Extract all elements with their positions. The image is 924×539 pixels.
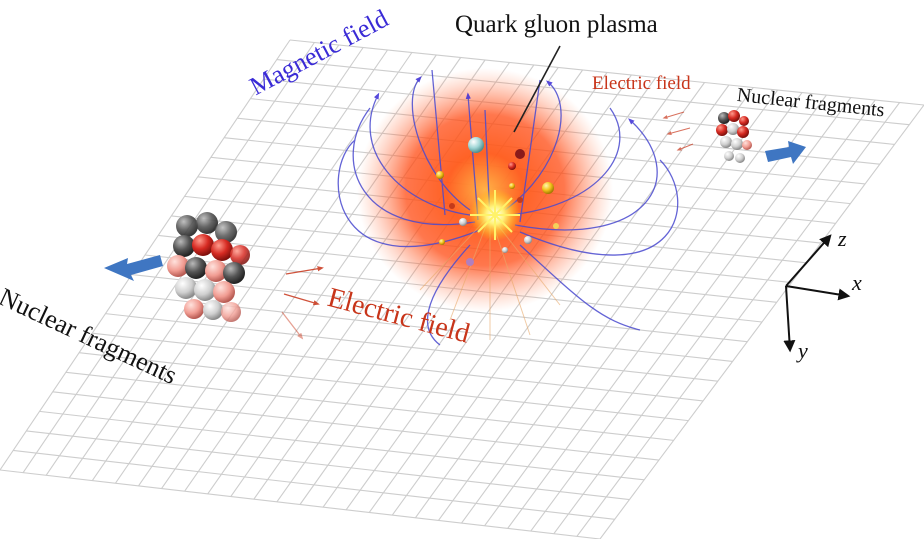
plasma-fireball	[357, 68, 613, 312]
coordinate-axes	[783, 234, 851, 353]
grid-line-column	[484, 92, 803, 527]
left-motion-arrow	[104, 255, 163, 281]
plasma-particles	[436, 137, 559, 266]
grid-line-column	[599, 104, 924, 539]
right-motion-arrow	[765, 141, 806, 164]
x-axis-label: x	[852, 270, 862, 295]
z-axis-label: z	[838, 226, 847, 251]
grid-line-column	[414, 84, 730, 519]
grid-line-column	[0, 39, 291, 471]
grid-line-column	[391, 82, 705, 516]
grid-line-column	[530, 97, 852, 532]
quark-gluon-plasma-label: Quark gluon plasma	[455, 11, 658, 38]
grid-line-column	[461, 89, 779, 524]
electric-field-arrows-right	[662, 111, 694, 151]
flash-star	[470, 190, 520, 240]
electric-field-arrows-left	[281, 266, 324, 340]
y-axis-arrow	[783, 285, 796, 353]
grid-line-column	[22, 42, 315, 473]
qgp-leader-line	[513, 45, 561, 133]
grid-line-column	[114, 52, 413, 484]
grid-line-column	[576, 102, 901, 537]
nuclear-fragments-left	[167, 212, 250, 322]
grid-line-column	[438, 87, 754, 521]
y-axis-label: y	[798, 338, 808, 363]
grid-line-column	[507, 94, 827, 529]
grid-line-column	[553, 99, 876, 535]
nuclear-fragments-right	[716, 110, 752, 163]
z-axis-arrow	[785, 234, 832, 287]
x-axis-arrow	[785, 285, 851, 301]
electric-field-label-top: Electric field	[592, 73, 691, 94]
